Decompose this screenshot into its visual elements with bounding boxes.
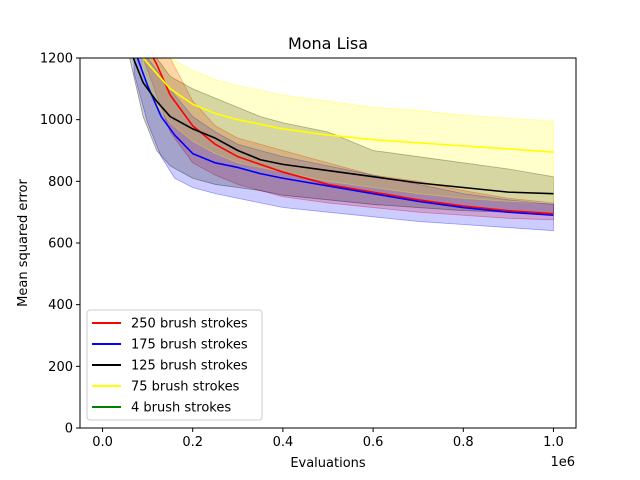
y-axis-ticks: 0 200 400 600 800 1000 1200 — [40, 52, 80, 437]
band-250 — [142, 58, 554, 221]
x-axis-label: Evaluations — [290, 456, 366, 471]
y-tick-label: 800 — [48, 175, 73, 190]
y-tick-label: 0 — [65, 422, 73, 437]
legend-label: 75 brush strokes — [131, 380, 240, 395]
legend-box — [86, 309, 263, 421]
legend-label: 250 brush strokes — [131, 317, 248, 332]
legend-label: 4 brush strokes — [131, 401, 231, 416]
x-tick-label: 0.0 — [92, 435, 113, 450]
x-tick-label: 0.8 — [453, 435, 474, 450]
legend-label: 125 brush strokes — [131, 359, 248, 374]
line-125 — [132, 58, 554, 195]
x-tick-label: 0.4 — [273, 435, 294, 450]
band-75 — [142, 58, 554, 204]
chart-title: Mona Lisa — [288, 34, 368, 53]
y-tick-label: 1200 — [40, 52, 73, 67]
legend-label: 175 brush strokes — [131, 338, 248, 353]
y-tick-label: 200 — [48, 360, 73, 375]
line-75 — [142, 58, 554, 153]
series-lines — [132, 58, 554, 217]
x-tick-label: 0.2 — [182, 435, 203, 450]
x-axis-offset-label: 1e6 — [550, 455, 575, 470]
x-tick-label: 0.6 — [363, 435, 384, 450]
x-axis-ticks: 0.0 0.2 0.4 0.6 0.8 1.0 — [92, 428, 564, 450]
y-tick-label: 1000 — [40, 113, 73, 128]
line-250 — [152, 58, 554, 215]
confidence-bands — [129, 58, 554, 232]
y-axis-label: Mean squared error — [16, 179, 31, 307]
line-175 — [136, 58, 554, 217]
y-tick-label: 600 — [48, 237, 73, 252]
y-tick-label: 400 — [48, 298, 73, 313]
band-175 — [133, 58, 554, 232]
x-tick-label: 1.0 — [543, 435, 564, 450]
legend: 250 brush strokes 175 brush strokes 125 br… — [86, 309, 263, 421]
